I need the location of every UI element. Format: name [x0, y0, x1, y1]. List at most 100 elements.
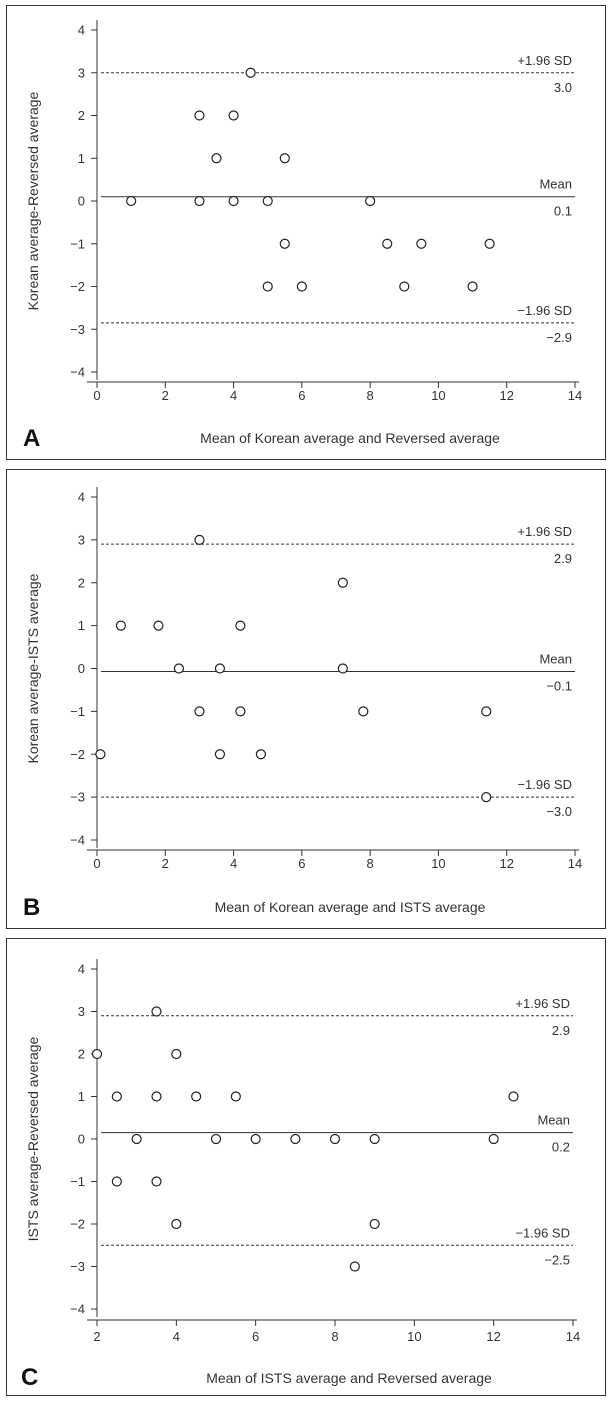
y-tick-label: 1: [78, 1089, 85, 1104]
x-tick-label: 14: [568, 388, 582, 403]
reference-line-value: 2.9: [552, 1023, 570, 1038]
x-tick-label: 12: [486, 1329, 500, 1344]
y-tick-label: −4: [70, 1302, 85, 1317]
x-axis-label: Mean of Korean average and Reversed aver…: [200, 430, 500, 446]
reference-line-value: 0.2: [552, 1140, 570, 1155]
data-point: [151, 1006, 162, 1017]
data-point: [235, 706, 246, 717]
panel-b: 4 3 2 1 0 −1 −2 −3 −4 0 2 4 6 8 10 12 14 +1.96 SD 2.9 Mean −…: [6, 469, 606, 929]
data-point: [194, 110, 205, 121]
y-tick-label: −4: [70, 365, 85, 380]
data-point: [214, 749, 226, 760]
data-point: [467, 281, 478, 292]
data-point: [131, 1133, 142, 1145]
data-point: [151, 1091, 162, 1102]
data-point: [245, 67, 256, 78]
data-point: [91, 1048, 103, 1060]
panel-letter: C: [21, 1364, 38, 1391]
x-tick-label: 2: [162, 388, 169, 403]
data-point: [329, 1133, 341, 1145]
y-tick-label: −3: [70, 322, 85, 337]
data-point: [228, 195, 239, 207]
data-point: [194, 706, 205, 717]
reference-line-name: −1.96 SD: [517, 303, 572, 318]
data-point: [358, 706, 369, 717]
x-tick-label: 4: [173, 1329, 180, 1344]
x-tick-label: 10: [431, 388, 445, 403]
y-tick-label: −4: [70, 833, 85, 848]
y-axis-label: Korean average-ISTS average: [25, 573, 41, 763]
reference-line-name: −1.96 SD: [517, 777, 572, 792]
x-tick-label: 12: [499, 856, 513, 871]
reference-line-value: 0.1: [554, 204, 572, 219]
x-tick-label: 8: [367, 388, 374, 403]
data-point: [250, 1133, 261, 1145]
x-tick-label: 14: [568, 856, 582, 871]
y-tick-label: −1: [70, 1174, 85, 1189]
reference-line-name: Mean: [537, 1113, 570, 1128]
x-tick-label: 4: [230, 856, 237, 871]
y-axis-label: ISTS average-Reversed average: [25, 1036, 41, 1241]
x-axis-label: Mean of Korean average and ISTS average: [215, 899, 486, 915]
data-point: [151, 1176, 162, 1187]
x-tick-label: 12: [499, 388, 513, 403]
data-point: [115, 620, 127, 631]
data-point: [484, 238, 495, 249]
y-tick-label: 1: [78, 618, 85, 633]
data-point: [171, 1048, 182, 1060]
y-tick-label: 2: [78, 108, 85, 123]
data-point: [481, 706, 492, 717]
data-point: [290, 1133, 301, 1145]
panel-c: 4 3 2 1 0 −1 −2 −3 −4 2 4 6 8 10 12 14 +1.96 SD 2.9 Mean 0.…: [6, 938, 606, 1396]
x-tick-label: 10: [407, 1329, 421, 1344]
panel-a: 4 3 2 1 0 −1 −2 −3 −4 0 2 4 6 8 10 12 14 +1.96 SD 3.0 Mean 0…: [6, 5, 606, 460]
x-tick-label: 6: [298, 856, 305, 871]
data-point: [230, 1091, 241, 1102]
y-axis-label: Korean average-Reversed average: [25, 91, 41, 310]
reference-line-name: +1.96 SD: [515, 996, 570, 1011]
data-point: [194, 195, 205, 207]
data-point: [191, 1091, 202, 1102]
y-tick-label: 2: [78, 575, 85, 590]
data-point: [126, 195, 137, 207]
y-tick-label: 3: [78, 1004, 85, 1019]
panel-letter: A: [23, 425, 40, 452]
reference-line-value: −3.0: [546, 804, 572, 819]
data-point: [228, 110, 239, 121]
y-tick-label: −1: [70, 236, 85, 251]
panel-letter: B: [23, 894, 40, 921]
data-point: [416, 238, 427, 249]
data-point: [365, 195, 376, 207]
reference-line-name: −1.96 SD: [515, 1225, 570, 1240]
reference-line-name: +1.96 SD: [517, 524, 572, 539]
x-tick-label: 8: [367, 856, 374, 871]
x-tick-label: 2: [162, 856, 169, 871]
data-point: [194, 534, 205, 545]
x-axis-label: Mean of ISTS average and Reversed averag…: [206, 1370, 492, 1386]
reference-line-name: Mean: [539, 177, 572, 192]
y-tick-label: 4: [78, 962, 85, 977]
x-tick-label: 2: [93, 1329, 100, 1344]
y-tick-label: 1: [78, 151, 85, 166]
x-tick-label: 0: [93, 856, 100, 871]
data-point: [171, 1218, 182, 1230]
y-tick-label: 0: [78, 194, 85, 209]
data-point: [481, 792, 492, 803]
reference-line-value: 2.9: [554, 551, 572, 566]
data-point: [369, 1133, 380, 1145]
y-tick-label: −2: [70, 1217, 85, 1232]
x-tick-label: 6: [298, 388, 305, 403]
x-tick-label: 4: [230, 388, 237, 403]
data-point: [262, 195, 273, 207]
y-tick-label: 0: [78, 1132, 85, 1147]
reference-line-name: +1.96 SD: [517, 53, 572, 68]
data-point: [279, 153, 290, 164]
x-tick-label: 10: [431, 856, 445, 871]
data-point: [296, 281, 307, 292]
data-point: [262, 281, 273, 292]
y-tick-label: −1: [70, 704, 85, 719]
data-point: [382, 238, 393, 249]
data-point: [255, 749, 266, 760]
